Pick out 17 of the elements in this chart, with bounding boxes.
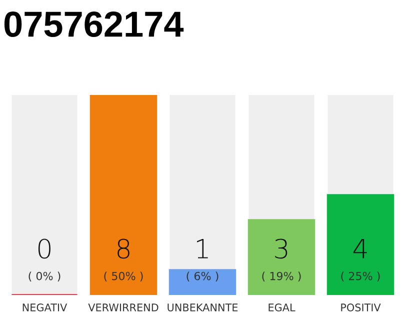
x-tick-label: POSITIV [341, 304, 381, 312]
annotation: ( 19% ) [262, 272, 301, 282]
x-tick-label: NEGATIV [22, 304, 68, 312]
annotation: ( 0% ) [28, 272, 60, 282]
chart-title: 075762174 [4, 11, 184, 38]
x-tick-label: VERWIRREND [88, 304, 158, 312]
data-label: 8 [118, 238, 130, 259]
data-label: 1 [197, 239, 208, 258]
annotation: ( 6% ) [186, 272, 218, 282]
data-label: 4 [353, 239, 367, 258]
x-tick-label: EGAL [268, 304, 296, 312]
annotation: ( 25% ) [341, 272, 380, 282]
data-label: 0 [38, 238, 50, 259]
annotation: ( 50% ) [104, 272, 143, 282]
data-label: 3 [275, 238, 288, 259]
bar [168, 269, 236, 295]
x-tick-label: UNBEKANNTE [168, 304, 238, 312]
